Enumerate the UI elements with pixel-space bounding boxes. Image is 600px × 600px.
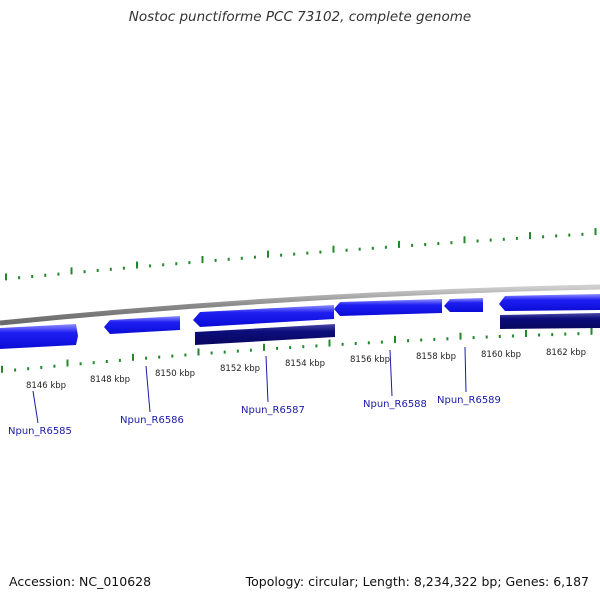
reverse-strand-genes	[195, 313, 600, 345]
scale-label: 8152 kbp	[220, 364, 260, 374]
scale-label: 8160 kbp	[481, 350, 521, 360]
gene-labels: Npun_R6585 Npun_R6586 Npun_R6587 Npun_R6…	[8, 395, 501, 437]
scale-label: 8162 kbp	[546, 348, 586, 358]
gene-label[interactable]: Npun_R6588	[363, 399, 427, 410]
lower-scale-ticks	[1, 327, 593, 373]
accession-label: Accession: NC_010628	[9, 574, 152, 589]
scale-label: 8148 kbp	[90, 375, 130, 385]
gene-label[interactable]: Npun_R6589	[437, 395, 501, 406]
gene-arrow[interactable]	[104, 316, 180, 334]
scale-label: 8156 kbp	[350, 355, 390, 365]
gene-arrow[interactable]	[500, 313, 600, 329]
genome-summary: Topology: circular; Length: 8,234,322 bp…	[245, 574, 589, 589]
gene-arrow[interactable]	[499, 294, 600, 311]
gene-arrow[interactable]	[193, 305, 334, 327]
gene-label[interactable]: Npun_R6585	[8, 426, 72, 437]
scale-label: 8158 kbp	[416, 352, 456, 362]
gene-label[interactable]: Npun_R6586	[120, 415, 184, 426]
scale-label: 8154 kbp	[285, 359, 325, 369]
gene-arrow[interactable]	[334, 299, 442, 316]
scale-label: 8146 kbp	[26, 381, 66, 391]
gene-label-lines	[32, 346, 467, 424]
gene-arrow[interactable]	[0, 324, 78, 349]
gene-label[interactable]: Npun_R6587	[241, 405, 305, 416]
genome-backbone	[0, 284, 600, 326]
scale-label: 8150 kbp	[155, 369, 195, 379]
upper-scale-ticks	[5, 228, 597, 281]
scale-labels: 8146 kbp 8148 kbp 8150 kbp 8152 kbp 8154…	[26, 348, 586, 391]
forward-strand-genes	[0, 294, 600, 349]
gene-arrow[interactable]	[195, 324, 335, 345]
map-title: Nostoc punctiforme PCC 73102, complete g…	[128, 9, 472, 25]
gene-arrow[interactable]	[444, 298, 483, 312]
